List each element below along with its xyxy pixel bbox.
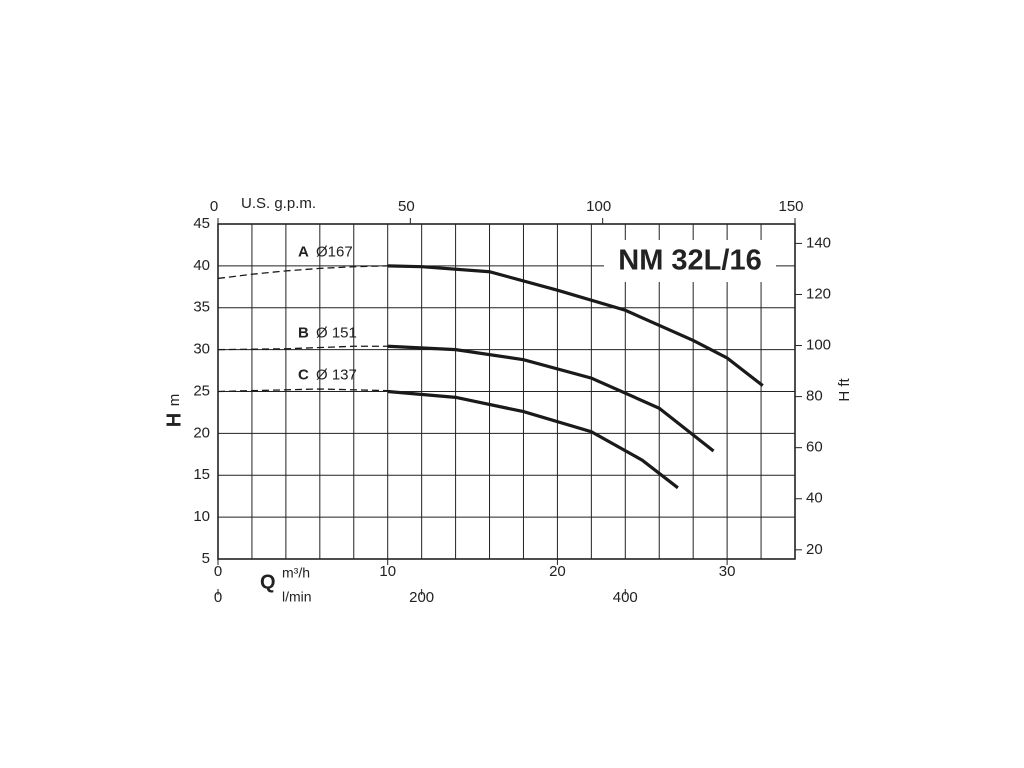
curve-name: A [298,243,309,260]
x3-tick-label: 400 [613,589,638,606]
curve-diameter: Ø 137 [316,366,357,383]
y-axis-label: H [163,413,185,427]
y2-tick-label: 120 [806,285,831,302]
x3-tick-label: 0 [214,589,222,606]
y2-axis-label: H ft [836,378,853,402]
y2-tick-label: 100 [806,337,831,354]
x-axis-label: Q [260,571,276,593]
y-tick-label: 25 [193,382,210,399]
chart-title: NM 32L/16 [618,245,761,277]
y2-tick-label: 80 [806,388,823,405]
curve-name: B [298,325,309,342]
y-tick-label: 30 [193,341,210,358]
title-background [604,240,776,282]
y2-tick-label: 40 [806,490,823,507]
y-tick-label: 15 [193,466,210,483]
y-axis-unit: m [166,394,183,407]
curve-diameter: Ø 151 [316,325,357,342]
x3-tick-label: 200 [409,589,434,606]
x2-tick-label: 100 [586,198,611,215]
y2-tick-label: 140 [806,234,831,251]
curve [387,389,679,490]
curve-dashed [217,388,388,393]
x-tick-label: 0 [214,563,222,580]
x2-tick-label: 0 [210,198,218,215]
x2-tick-label: 50 [398,198,415,215]
y-tick-label: 45 [193,215,210,232]
curve-dashed [217,265,388,280]
x-tick-label: 20 [549,563,566,580]
y2-tick-label: 20 [806,541,823,558]
y-tick-label: 10 [193,508,210,525]
x-axis-unit: m³/h [282,565,310,581]
x-tick-label: 10 [379,563,396,580]
y-tick-label: 5 [202,550,210,567]
y-tick-label: 20 [193,424,210,441]
y2-tick-label: 60 [806,439,823,456]
curve [387,264,764,387]
y-tick-label: 40 [193,257,210,274]
curve-name: C [298,366,309,383]
x2-tick-label: 150 [778,198,803,215]
curve-diameter: Ø167 [316,243,353,260]
curve-dashed [217,345,388,351]
x2-axis-label: U.S. g.p.m. [241,195,316,212]
x3-axis-unit: l/min [282,589,312,605]
curve [387,344,715,453]
y-tick-label: 35 [193,299,210,316]
x-tick-label: 30 [719,563,736,580]
